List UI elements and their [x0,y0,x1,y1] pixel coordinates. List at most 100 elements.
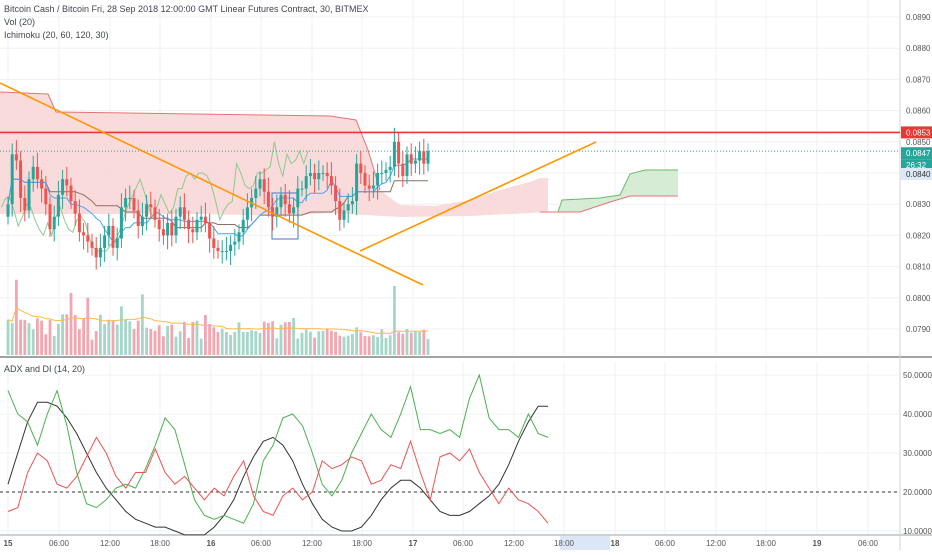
volume-bar [23,320,27,355]
candle-body [241,219,245,233]
candle-body [355,163,359,201]
time-tick-label: 18 [611,539,620,548]
volume-bar [52,336,56,355]
price-tick-label: 0.0810 [906,263,931,272]
volume-bar [317,331,321,355]
volume-bar [262,321,266,355]
volume-bar [300,332,304,355]
candle-body [98,247,102,258]
volume-bar [359,332,363,355]
candle-body [119,207,123,239]
candle-body [287,204,291,214]
volume-bar [132,329,136,355]
candle-body [266,191,270,208]
volume-bar [330,330,333,355]
candle-body [384,169,388,173]
time-tick-label: 12:00 [706,539,727,548]
volume-bar [170,324,174,355]
volume-bar [82,318,85,355]
candle-body [140,216,144,227]
candle-body [254,188,258,198]
price-badges: 0.0853 0.0847 26:320.0840 [901,126,932,180]
volume-bar [174,336,178,355]
time-tick-label: 06:00 [453,539,474,548]
time-tick-label: 18:00 [756,539,777,548]
volume-bar [128,321,132,355]
volume-bar [157,325,161,355]
adx-tick-label: 20.0000 [903,488,932,497]
volume-bar [208,324,211,355]
volume-bar [153,330,157,355]
price-tick-label: 0.0790 [906,325,931,334]
candle-body [65,179,69,186]
candle-body [128,198,132,199]
volume-bar [409,332,413,355]
volume-bar [275,338,279,355]
candle-body [258,179,262,189]
volume-bar [254,331,258,355]
volume-bar [19,319,22,355]
lower-price-badge-bg [901,168,932,180]
candle-body [325,173,329,177]
volume-bar [115,324,119,355]
candle-body [161,229,165,236]
volume-bar [271,321,274,355]
volume-bar [73,315,77,355]
volume-bar [388,335,392,355]
candle-body [359,163,363,173]
candle-body [19,160,23,198]
time-tick-label: 18:00 [554,539,575,548]
time-tick-label: 06:00 [251,539,272,548]
volume-bar [183,321,186,355]
volume-bar [313,337,316,355]
volume-bar [237,322,241,355]
volume-bar [309,331,312,355]
senkou-span-b [0,91,381,191]
volume-bar [27,323,31,355]
candle-body [10,154,14,205]
candle-body [191,229,195,233]
countdown-badge: 26:32 [906,161,927,170]
candle-body [224,251,228,252]
candle-body [392,141,396,167]
candle-body [61,179,65,195]
volume-bar [283,322,287,355]
candle-body [73,201,77,214]
adx-tick-label: 10.0000 [903,527,932,536]
candle-body [409,154,413,164]
candle-body [342,210,346,220]
cloud-bullish [558,170,678,212]
volume-bar [216,332,220,355]
volume-bar [393,286,396,355]
last-price-badge-bg [901,147,932,160]
candle-body [195,219,199,233]
volume-bar [149,329,153,355]
volume-bar [145,327,148,355]
volume-bar [191,322,195,355]
volume-bar [241,332,245,355]
candle-body [23,198,27,211]
volume-bar [376,337,379,355]
candle-body [237,232,241,242]
volume-bar [346,335,350,355]
candle-body [397,141,401,164]
volume-bar [292,318,295,355]
volume-bar [372,335,375,355]
volume-bar [288,322,291,355]
candle-body [388,166,392,170]
volume-bar [418,332,421,355]
trendlines [0,82,900,286]
volume-bar [187,338,190,355]
candle-body [233,241,237,245]
volume-bar [111,320,115,355]
volume-bar [48,320,52,355]
candle-body [245,207,249,220]
adx-indicator-label: ADX and DI (14, 20) [4,364,86,374]
candle-body [174,216,178,236]
volume-bar [229,335,232,355]
volume-bar [397,332,400,355]
volume-bar [103,324,106,355]
